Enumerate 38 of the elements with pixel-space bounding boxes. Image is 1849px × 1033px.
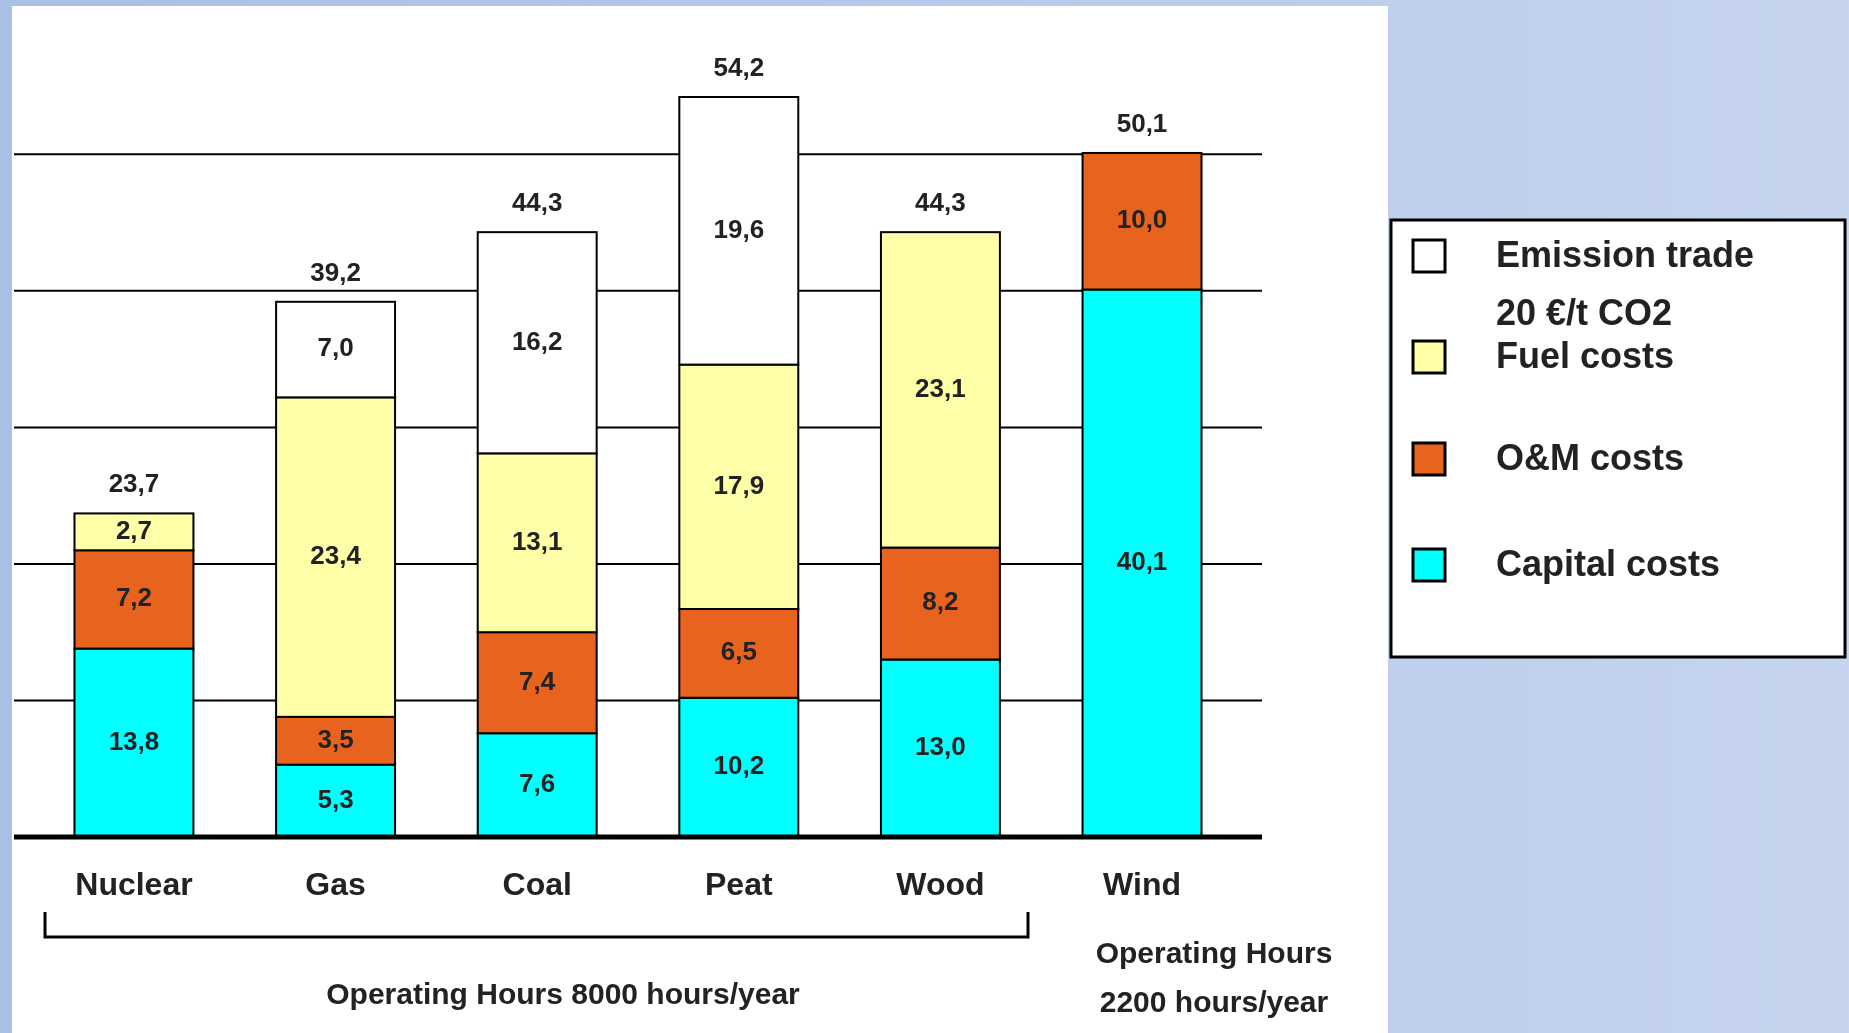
- total-label: 44,3: [511, 187, 563, 218]
- legend-label: Capital costs: [1496, 542, 1721, 584]
- data-label: 10,2: [713, 750, 765, 781]
- total-label: 39,2: [310, 256, 361, 287]
- data-label: 40,1: [1116, 546, 1168, 577]
- data-label: 7,0: [317, 332, 354, 363]
- data-label: 6,5: [720, 636, 757, 667]
- legend-label: Fuel costs: [1496, 334, 1675, 376]
- data-label: 19,6: [713, 213, 765, 244]
- legend-label: O&M costs: [1496, 436, 1685, 478]
- data-label: 17,9: [713, 469, 765, 500]
- data-label: 23,1: [915, 372, 966, 403]
- data-label: 10,0: [1116, 204, 1168, 235]
- data-label: 16,2: [511, 325, 563, 356]
- total-label: 23,7: [108, 468, 160, 499]
- x-tick-label: Wood: [896, 866, 985, 903]
- data-label: 13,0: [915, 731, 966, 762]
- data-label: 13,8: [108, 725, 160, 756]
- data-label: 2,7: [115, 514, 153, 545]
- total-label: 54,2: [713, 51, 765, 82]
- x-tick-label: Peat: [705, 866, 773, 903]
- text: Operating Hours 8000 hours/year: [326, 976, 801, 1010]
- data-label: 7,6: [519, 767, 556, 798]
- text: Operating Hours 2200 hours/year: [1095, 935, 1333, 1018]
- data-label: 3,5: [317, 723, 354, 754]
- x-tick-label: Wind: [1103, 866, 1181, 903]
- data-label: 7,4: [519, 665, 556, 696]
- x-tick-label: Coal: [502, 866, 572, 903]
- total-label: 44,3: [915, 187, 966, 218]
- data-label: 7,2: [115, 582, 153, 613]
- data-label: 5,3: [317, 783, 354, 814]
- x-tick-label: Gas: [305, 866, 366, 903]
- x-tick-label: Nuclear: [75, 866, 193, 903]
- total-label: 50,1: [1116, 107, 1168, 138]
- legend-label: Emission trade 20 €/t CO2: [1496, 233, 1755, 333]
- data-label: 8,2: [922, 586, 959, 617]
- data-label: 13,1: [511, 525, 563, 556]
- data-label: 23,4: [310, 539, 362, 570]
